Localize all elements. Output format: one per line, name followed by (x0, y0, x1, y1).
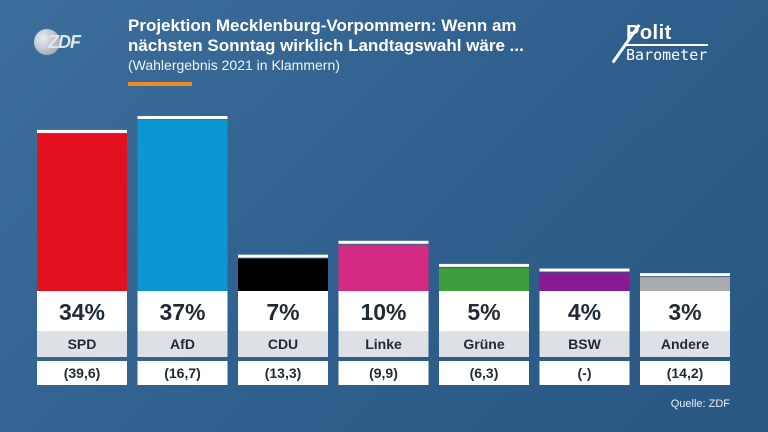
category-box-gr-ne (439, 331, 529, 357)
value-label-linke: 10% (360, 299, 406, 325)
previous-label-spd: (39,6) (64, 365, 101, 381)
politbarometer-logo-line1: Polit (626, 22, 672, 44)
previous-box-gr-ne (439, 361, 529, 385)
source-note: Quelle: ZDF (670, 398, 730, 410)
bar-cap-bsw (539, 268, 630, 272)
value-box-cdu (238, 291, 328, 331)
bar-cap-cdu (238, 254, 328, 258)
bar-andere (640, 277, 730, 291)
value-label-bsw: 4% (568, 299, 601, 325)
category-label-cdu: CDU (268, 336, 298, 352)
title-accent-bar (128, 82, 192, 86)
politbarometer-divider (626, 44, 708, 46)
politbarometer-logo-line2: Barometer (626, 46, 708, 64)
chart-subtitle: (Wahlergebnis 2021 in Klammern) (128, 57, 340, 73)
value-box-gr-ne (439, 291, 529, 331)
previous-box-spd (37, 361, 127, 385)
previous-box-andere (640, 361, 730, 385)
category-label-afd: AfD (170, 336, 195, 352)
bar-spd (37, 133, 127, 291)
category-label-gr-ne: Grüne (463, 336, 504, 352)
chart-title-line1: Projektion Mecklenburg-Vorpommern: Wenn … (128, 16, 517, 35)
previous-box-cdu (238, 361, 328, 385)
value-box-spd (37, 291, 127, 331)
bar-cap-andere (640, 273, 730, 277)
category-label-bsw: BSW (568, 336, 601, 352)
bar-cap-gr-ne (439, 263, 529, 267)
value-box-bsw (539, 291, 630, 331)
category-box-andere (640, 331, 730, 357)
bar-bsw (539, 272, 630, 291)
value-label-afd: 37% (159, 299, 205, 325)
previous-label-bsw: (-) (578, 365, 592, 381)
category-label-andere: Andere (661, 336, 709, 352)
previous-label-afd: (16,7) (164, 365, 201, 381)
value-box-linke (338, 291, 429, 331)
value-label-spd: 34% (59, 299, 105, 325)
previous-box-bsw (539, 361, 630, 385)
politbarometer-logo: Polit Barometer (608, 22, 728, 76)
chart-title-line2: nächsten Sonntag wirklich Landtagswahl w… (128, 36, 524, 55)
previous-box-afd (137, 361, 228, 385)
value-box-andere (640, 291, 730, 331)
category-label-linke: Linke (365, 336, 402, 352)
bar-linke (338, 244, 429, 291)
bar-cdu (238, 258, 328, 291)
previous-label-andere: (14,2) (667, 365, 704, 381)
bar-afd (137, 120, 228, 291)
bar-gr-ne (439, 267, 529, 291)
category-box-afd (137, 331, 228, 357)
value-label-cdu: 7% (266, 299, 299, 325)
bar-cap-afd (137, 116, 228, 120)
bar-cap-spd (37, 129, 127, 133)
value-label-andere: 3% (668, 299, 701, 325)
zdf-logo: ZDF (34, 29, 90, 57)
zdf-logo-text: ZDF (48, 32, 81, 52)
value-label-gr-ne: 5% (467, 299, 500, 325)
category-box-linke (338, 331, 429, 357)
bar-cap-linke (338, 240, 429, 244)
chart-title: Projektion Mecklenburg-Vorpommern: Wenn … (128, 16, 588, 56)
previous-label-gr-ne: (6,3) (470, 365, 499, 381)
category-label-spd: SPD (68, 336, 97, 352)
category-box-spd (37, 331, 127, 357)
previous-box-linke (338, 361, 429, 385)
value-box-afd (137, 291, 228, 331)
category-box-bsw (539, 331, 630, 357)
previous-label-cdu: (13,3) (265, 365, 302, 381)
category-box-cdu (238, 331, 328, 357)
previous-label-linke: (9,9) (369, 365, 398, 381)
zdf-logo-circle-icon (34, 29, 60, 55)
